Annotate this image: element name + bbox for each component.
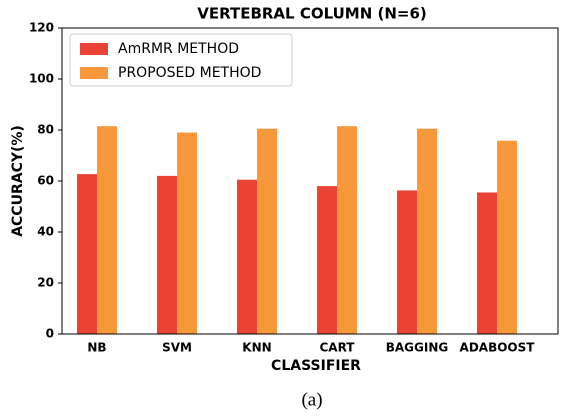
bar bbox=[97, 126, 117, 334]
y-tick-label: 80 bbox=[37, 123, 54, 137]
chart-title: VERTEBRAL COLUMN (N=6) bbox=[197, 5, 427, 23]
x-axis-label: CLASSIFIER bbox=[271, 358, 361, 374]
y-tick-label: 100 bbox=[29, 72, 54, 86]
y-tick-label: 20 bbox=[37, 276, 54, 290]
bar bbox=[317, 186, 337, 334]
y-tick-label: 120 bbox=[29, 21, 54, 35]
x-tick-label: KNN bbox=[242, 341, 271, 355]
bar bbox=[237, 179, 257, 334]
legend-box bbox=[69, 33, 293, 87]
legend-label: AmRMR METHOD bbox=[118, 41, 239, 57]
x-tick-label: BAGGING bbox=[386, 341, 449, 355]
plot-frame bbox=[61, 27, 559, 335]
x-tick-label: SVM bbox=[162, 341, 192, 355]
legend-swatch bbox=[80, 43, 108, 55]
y-tick-label: 0 bbox=[46, 327, 54, 341]
legend-label: PROPOSED METHOD bbox=[118, 65, 261, 81]
bar bbox=[417, 128, 437, 334]
bar bbox=[77, 174, 97, 334]
x-tick-label: CART bbox=[320, 341, 356, 355]
bar bbox=[477, 192, 497, 334]
bar bbox=[257, 128, 277, 334]
x-tick-label: NB bbox=[87, 341, 106, 355]
y-axis-label: ACCURACY(%) bbox=[10, 125, 26, 237]
bar bbox=[397, 190, 417, 334]
y-tick-label: 40 bbox=[37, 225, 54, 239]
bar bbox=[157, 175, 177, 334]
bar bbox=[497, 140, 517, 334]
bar bbox=[337, 126, 357, 334]
y-tick-label: 60 bbox=[37, 174, 54, 188]
legend-swatch bbox=[80, 67, 108, 79]
x-tick-label: ADABOOST bbox=[460, 341, 536, 355]
caption: (a) bbox=[301, 389, 322, 410]
bar bbox=[177, 132, 197, 334]
